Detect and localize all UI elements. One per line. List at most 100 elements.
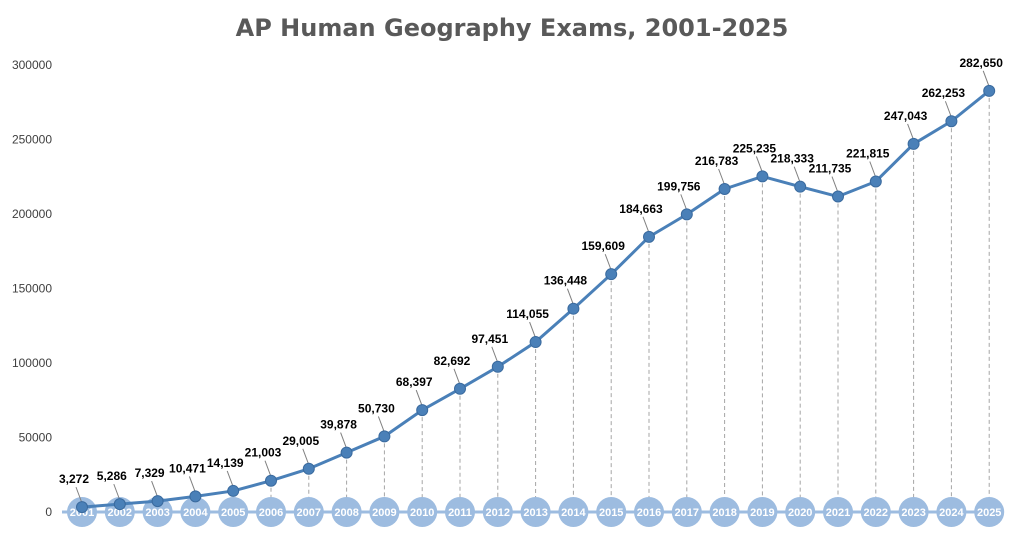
x-tick-label: 2015: [599, 507, 623, 519]
data-label: 3,272: [59, 472, 89, 486]
data-point: [189, 490, 202, 503]
data-point: [756, 170, 769, 183]
data-label-leader: [566, 288, 574, 305]
data-point: [265, 474, 277, 487]
data-label-leader: [642, 216, 650, 234]
data-label: 184,663: [619, 202, 663, 216]
x-tick-label: 2016: [637, 507, 661, 519]
x-tick-label: 2003: [145, 507, 169, 519]
data-point: [151, 495, 164, 508]
x-tick-label: 2011: [448, 507, 472, 519]
data-point: [945, 115, 958, 128]
data-label-leader: [415, 389, 423, 407]
data-label-leader: [869, 161, 877, 178]
data-point: [794, 180, 807, 193]
x-category-marker: [293, 497, 324, 527]
x-tick-label: 2002: [108, 507, 132, 519]
x-tick-label: 2007: [297, 507, 321, 519]
data-label-leader: [151, 480, 159, 498]
x-tick-label: 2018: [712, 507, 736, 519]
data-label-leader: [453, 368, 461, 385]
x-category-marker: [823, 497, 853, 527]
x-category-marker: [445, 497, 475, 527]
data-label-leader: [944, 101, 952, 118]
x-category-marker: [747, 497, 778, 527]
data-point: [718, 182, 731, 195]
data-label-leader: [604, 254, 612, 271]
x-tick-label: 2006: [259, 507, 283, 519]
data-point: [454, 382, 466, 395]
x-category-marker: [218, 497, 249, 527]
data-label: 7,329: [135, 466, 165, 480]
x-category-marker: [898, 497, 929, 527]
x-category-marker: [974, 497, 1005, 527]
x-category-marker: [142, 497, 173, 527]
data-point: [227, 484, 240, 497]
data-label: 211,735: [809, 162, 852, 176]
data-label: 5,286: [97, 469, 127, 483]
data-label: 29,005: [282, 434, 319, 448]
data-label: 216,783: [695, 154, 739, 168]
data-label-leader: [226, 470, 234, 488]
y-tick-label: 250000: [12, 133, 52, 147]
x-tick-label: 2013: [523, 507, 547, 519]
y-tick-label: 50000: [19, 431, 53, 445]
data-label: 225,235: [733, 141, 777, 155]
x-category-marker: [558, 497, 589, 527]
data-label-leader: [831, 176, 839, 193]
x-tick-label: 2008: [334, 507, 358, 519]
data-label: 247,043: [884, 109, 928, 123]
x-tick-label: 2004: [183, 507, 208, 519]
data-label: 282,650: [960, 56, 1004, 70]
x-tick-label: 2017: [675, 507, 699, 519]
data-label-leader: [529, 321, 537, 339]
data-label: 21,003: [245, 446, 282, 460]
x-tick-label: 2020: [788, 507, 812, 519]
data-point: [605, 268, 618, 281]
data-label-leader: [340, 432, 348, 449]
data-point: [983, 84, 996, 97]
data-label-leader: [188, 476, 196, 493]
x-tick-label: 2024: [939, 507, 964, 519]
x-category-marker: [407, 497, 438, 527]
y-tick-label: 150000: [12, 282, 52, 296]
x-tick-label: 2025: [977, 507, 1001, 519]
data-point: [832, 190, 844, 203]
y-tick-label: 300000: [12, 58, 52, 72]
x-category-marker: [860, 497, 891, 527]
data-label-leader: [491, 346, 499, 363]
x-category-marker: [936, 497, 967, 527]
data-label-leader: [718, 168, 726, 186]
x-tick-label: 2021: [826, 507, 850, 519]
data-point: [567, 302, 580, 315]
data-label: 221,815: [846, 146, 890, 160]
y-tick-label: 100000: [12, 356, 52, 370]
data-point: [491, 360, 504, 373]
data-point: [869, 175, 882, 188]
x-tick-label: 2014: [561, 507, 586, 519]
data-label-leader: [377, 416, 385, 433]
x-tick-label: 2019: [750, 507, 774, 519]
x-tick-label: 2009: [372, 507, 396, 519]
data-label-leader: [302, 448, 310, 465]
data-label: 199,756: [657, 179, 701, 193]
x-tick-label: 2005: [221, 507, 245, 519]
x-category-marker: [520, 497, 551, 527]
x-tick-label: 2012: [486, 507, 510, 519]
data-label-leader: [982, 70, 990, 88]
data-label: 159,609: [582, 239, 626, 253]
data-point: [680, 208, 693, 221]
data-point: [643, 230, 655, 243]
data-label-leader: [75, 486, 83, 504]
data-label-leader: [113, 483, 121, 501]
data-point: [76, 501, 88, 514]
chart-title: AP Human Geography Exams, 2001-2025: [235, 14, 789, 42]
data-label: 14,139: [207, 456, 244, 470]
x-category-marker: [369, 497, 400, 527]
data-point: [907, 137, 920, 150]
data-point: [378, 430, 391, 443]
x-category-marker: [671, 497, 702, 527]
data-point: [529, 336, 542, 349]
data-label: 114,055: [506, 307, 549, 321]
